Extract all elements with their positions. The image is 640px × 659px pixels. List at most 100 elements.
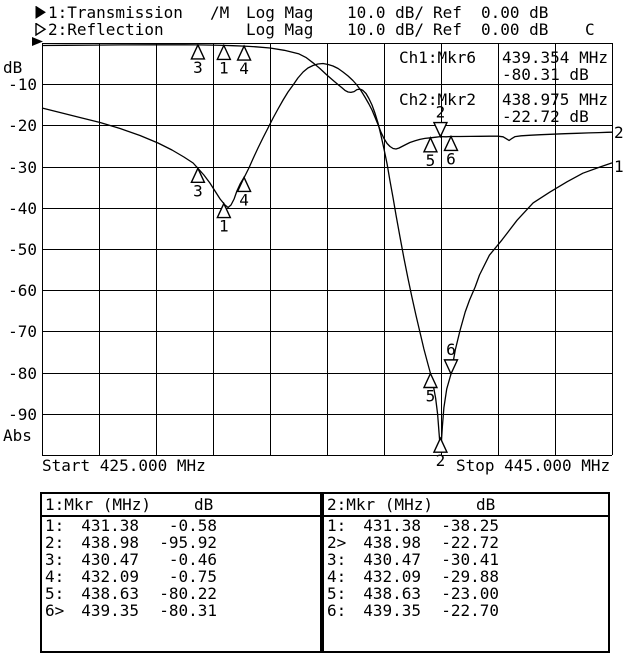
start-frequency-label: Start 425.000 MHz [42,456,206,475]
marker-table-ch1: 1:Mkr (MHz) dB 1: 431.38 -0.58 2: 438.98 -95.… [40,492,322,653]
marker-2-triangle-icon [432,121,449,139]
marker-level: -0.58 [168,516,217,535]
marker-table-ch2: 2:Mkr (MHz) dB 1: 431.38 -38.25 2> 438.98 -22… [322,492,610,653]
marker-1-triangle-icon [216,201,232,219]
marker-4-number: 4 [239,59,249,78]
marker-frequency: 438.63 [363,584,421,603]
y-axis-abs-label: Abs [3,426,32,445]
marker-number: 1: [45,516,65,535]
trace1-edge-label: 1 [614,157,624,176]
marker-number: 5: [45,584,65,603]
marker-table-row: 2: 438.98 -95.92 [42,534,320,551]
marker-level: -95.92 [159,533,217,552]
channel2-arrow-icon [35,23,47,36]
cal-indicator: C [585,20,595,39]
ch2-marker-readout-level: -22.72 dB [502,107,589,126]
marker-3-triangle-icon [190,166,206,183]
marker-number: 6> [45,601,65,620]
marker-number: 3: [327,550,347,569]
marker-4-triangle-icon [236,44,252,61]
marker-number: 3: [45,550,65,569]
ch1-format-label: Log Mag [246,3,314,22]
y-tick-label: -80 [8,364,37,383]
marker-table-row: 5: 438.63 -80.22 [42,585,320,602]
marker-frequency: 431.38 [81,516,139,535]
marker-3-number: 3 [193,181,203,200]
y-tick-label: -60 [8,281,37,300]
marker-1-number: 1 [219,217,229,236]
ch2-measurement-label: 2:Reflection [48,20,164,39]
marker-table-row: 3: 430.47 -30.41 [324,551,608,568]
marker-table-ch2-unit: dB [476,495,496,514]
marker-table-row: 6: 439.35 -22.70 [324,602,608,619]
marker-2-triangle-icon [432,436,449,453]
marker-table-row: 6> 439.35 -80.31 [42,602,320,619]
marker-frequency: 438.63 [81,584,139,603]
graticule-corner-arrow-icon [32,37,43,46]
marker-4-number: 4 [239,190,249,209]
marker-level: -22.70 [441,601,499,620]
ch1-marker-readout-level: -80.31 dB [502,65,589,84]
y-tick-label: -20 [8,116,37,135]
marker-number: 2: [45,533,65,552]
marker-2-number: 2 [436,103,446,122]
marker-level: -22.72 [441,533,499,552]
marker-table-row: 1: 431.38 -38.25 [324,517,608,534]
marker-number: 6: [327,601,347,620]
marker-3-number: 3 [193,58,203,77]
y-tick-label: -40 [8,199,37,218]
marker-table-row: 1: 431.38 -0.58 [42,517,320,534]
marker-level: -80.31 [159,601,217,620]
marker-6-triangle-icon [443,359,459,376]
marker-number: 2> [327,533,347,552]
marker-frequency: 431.38 [363,516,421,535]
marker-frequency: 430.47 [363,550,421,569]
ch2-ref-label: Ref [433,20,462,39]
marker-5-number: 5 [426,387,436,406]
table-header-rule [324,515,608,517]
marker-5-triangle-icon [422,136,439,153]
marker-1-triangle-icon [216,43,232,61]
ch1-ref-value: 0.00 dB [481,3,549,22]
marker-table-ch2-title: 2:Mkr (MHz) [327,495,433,514]
marker-level: -38.25 [441,516,499,535]
y-tick-label: -90 [8,405,37,424]
trace-1 [41,44,613,447]
ch2-marker-readout-label: Ch2:Mkr2 [399,90,477,109]
marker-frequency: 439.35 [81,601,139,620]
marker-level: -29.88 [441,567,499,586]
y-tick-label: -30 [8,158,37,177]
marker-level: -30.41 [441,550,499,569]
marker-2-number: 2 [436,451,446,470]
ch1-mode-label: /M [210,3,230,22]
ch2-marker-readout-freq: 438.975 MHz [502,90,608,109]
y-axis-unit-label: dB [3,58,23,77]
ch2-format-label: Log Mag [246,20,314,39]
marker-6-number: 6 [446,149,456,168]
ch1-marker-readout-label: Ch1:Mkr6 [399,48,477,67]
ch1-measurement-label: 1:Transmission [48,3,183,22]
marker-table-ch1-unit: dB [194,495,214,514]
table-header-rule [42,515,320,517]
marker-1-number: 1 [219,58,229,77]
marker-4-triangle-icon [236,175,252,193]
marker-number: 5: [327,584,347,603]
marker-5-triangle-icon [422,371,439,389]
ch1-ref-label: Ref [433,3,462,22]
ch1-marker-readout-freq: 439.354 MHz [502,48,608,67]
marker-frequency: 432.09 [363,567,421,586]
marker-frequency: 430.47 [81,550,139,569]
marker-frequency: 439.35 [363,601,421,620]
marker-level: -0.46 [168,550,217,569]
marker-level: -0.75 [168,567,217,586]
ch1-scale-label: 10.0 dB/ [347,3,425,22]
marker-frequency: 438.98 [81,533,139,552]
marker-table-row: 3: 430.47 -0.46 [42,551,320,568]
marker-frequency: 432.09 [81,567,139,586]
marker-table-row: 5: 438.63 -23.00 [324,585,608,602]
marker-3-triangle-icon [190,43,206,60]
marker-table-row: 4: 432.09 -29.88 [324,568,608,585]
marker-6-triangle-icon [443,134,459,152]
